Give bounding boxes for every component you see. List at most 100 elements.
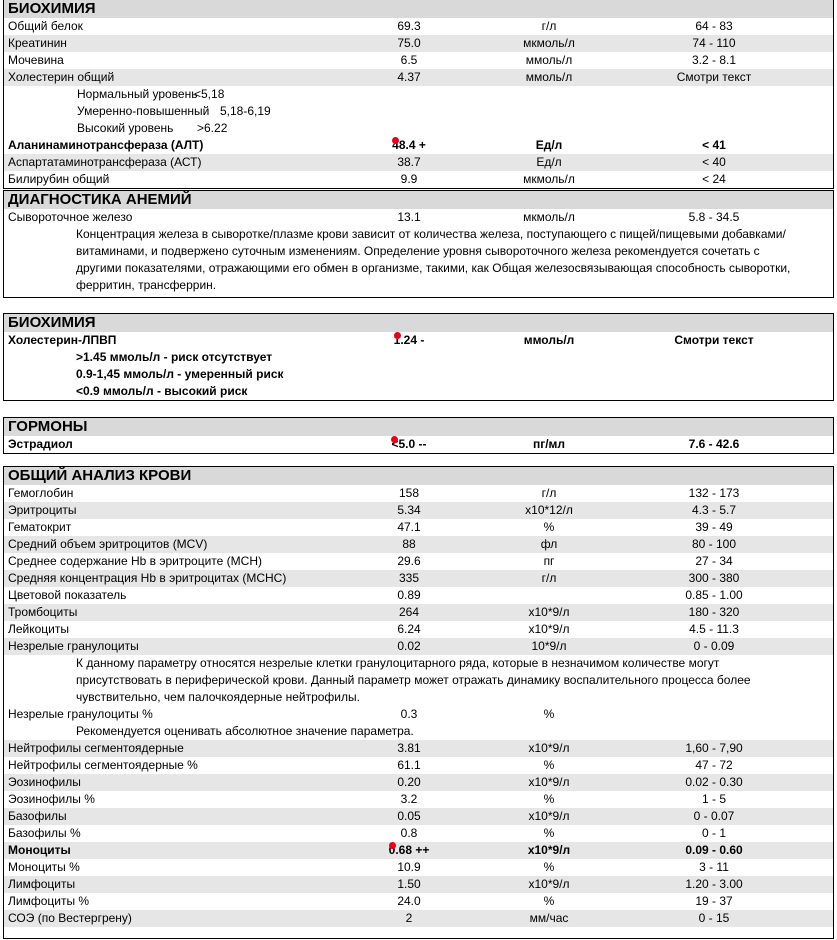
test-value: 0.89 [344,587,474,604]
value-text: 6.5 [400,53,418,67]
value-text: 3.2 [400,792,418,806]
test-unit: пг [543,554,555,568]
threshold-row: Нормальный уровень <5,18 [4,86,833,103]
test-name: Эритроциты [8,503,77,517]
section-0: БИОХИМИЯ Общий белок 69.3 г/л 64 - 83 Креатин… [3,0,834,189]
value-text: 0.89 [397,588,421,602]
result-row: СОЭ (по Вестергрену) 2 мм/час 0 - 15 [4,910,833,927]
value-text: 2 [405,911,413,925]
test-value: 264 [344,604,474,621]
result-row: Аспартатаминотрансфераза (АСТ) 38.7 Ед/л < … [4,154,833,171]
reference-range: 74 - 110 [692,36,736,50]
test-name: Средняя концентрация Hb в эритроцитах (M… [8,571,287,585]
result-row: Базофилы 0.05 x10*9/л 0 - 0.07 [4,808,833,825]
test-value: 1.24 - [344,332,474,349]
test-value: 5.34 [344,502,474,519]
test-value: <5.0 -- [344,436,474,453]
result-row: Общий белок 69.3 г/л 64 - 83 [4,18,833,35]
test-value: 0.3 [344,706,474,723]
reference-range: 4.3 - 5.7 [691,503,737,517]
result-row: Эстрадиол <5.0 -- пг/мл 7.6 - 42.6 [4,436,833,453]
test-value: 0.02 [344,638,474,655]
value-text: 13.1 [397,210,421,224]
test-value: 158 [344,485,474,502]
value-text: 88 [402,537,416,551]
result-row: Моноциты 0.68 ++ x10*9/л 0.09 - 0.60 [4,842,833,859]
test-unit: % [543,826,555,840]
test-unit: x10*9/л [528,877,570,891]
test-value: 61.1 [344,757,474,774]
test-name: Средний объем эритроцитов (MCV) [8,537,208,551]
reference-range: Смотри текст [674,333,754,347]
test-name: Холестерин общий [8,70,115,84]
test-value: 0.8 [344,825,474,842]
result-row: Креатинин 75.0 мкмоль/л 74 - 110 [4,35,833,52]
test-name: Эстрадиол [8,437,73,451]
test-unit: мкмоль/л [523,210,575,224]
result-row: Средняя концентрация Hb в эритроцитах (M… [4,570,833,587]
value-text: 0.3 [400,707,418,721]
value-text: 29.6 [397,554,421,568]
test-name: Моноциты % [8,860,80,874]
threshold-label: Умеренно-повышенный [77,104,210,118]
test-unit: % [543,758,555,772]
value-text: 75.0 [397,36,421,50]
value-text: 3.81 [397,741,421,755]
test-unit: г/л [541,19,557,33]
test-name: Тромбоциты [8,605,78,619]
test-name: Среднее содержание Hb в эритроците (MCH) [8,554,262,568]
section-title: БИОХИМИЯ [4,314,833,332]
reference-range: Смотри текст [676,70,752,84]
reference-range: 0.02 - 0.30 [685,775,743,789]
reference-range: 3.2 - 8.1 [691,53,737,67]
test-unit: % [543,860,555,874]
value-text: 0.05 [397,809,421,823]
test-unit: % [543,792,555,806]
section-title: ДИАГНОСТИКА АНЕМИЙ [4,191,833,209]
reference-range: < 41 [702,138,726,152]
test-unit: г/л [541,486,557,500]
test-value: 88 [344,536,474,553]
test-unit: Ед/л [535,138,563,152]
test-name: Аланинаминотрансфераза (АЛТ) [8,138,204,152]
section-title: БИОХИМИЯ [4,0,833,18]
test-name: Холестерин-ЛПВП [8,333,117,347]
section-title: ГОРМОНЫ [4,418,833,436]
reference-range: 5.8 - 34.5 [688,210,740,224]
reference-range: 80 - 100 [691,537,737,551]
value-text: 264 [398,605,420,619]
test-unit: x10*9/л [528,622,570,636]
test-value: 47.1 [344,519,474,536]
test-unit: фл [540,537,558,551]
result-row: Моноциты % 10.9% 3 - 11 [4,859,833,876]
value-text: 1.50 [397,877,421,891]
test-value: 13.1 [344,209,474,226]
test-name: Эозинофилы [8,775,81,789]
reference-range: 132 - 173 [688,486,740,500]
note-text: К данному параметру относятся незрелые к… [76,656,751,704]
section-3: ГОРМОНЫ Эстрадиол <5.0 -- пг/мл 7.6 - 42.6 [3,417,834,454]
reference-range: 0 - 1 [701,826,726,840]
test-value: 3.2 [344,791,474,808]
reference-range: 0 - 0.07 [693,809,735,823]
test-unit: мкмоль/л [523,172,575,186]
result-row: Холестерин-ЛПВП 1.24 - ммоль/л Смотри текст [4,332,833,349]
result-row: Гематокрит 47.1% 39 - 49 [4,519,833,536]
test-value: 4.37 [344,69,474,86]
test-value: 0.68 ++ [344,842,474,859]
result-row: Эритроциты 5.34 x10*12/л 4.3 - 5.7 [4,502,833,519]
threshold-row: Высокий уровень >6.22 [4,120,833,137]
reference-range: 0.09 - 0.60 [685,843,743,857]
test-unit: 10*9/л [531,639,567,653]
test-name: Эозинофилы % [8,792,95,806]
reference-range: 0.85 - 1.00 [685,588,743,602]
test-name: Креатинин [8,36,67,50]
test-name: Базофилы [8,809,67,823]
note-text: 0.9-1,45 ммоль/л - умеренный риск [76,367,284,381]
note-text: <0.9 ммоль/л - высокий риск [76,384,248,398]
test-value: 3.81 [344,740,474,757]
reference-range: 47 - 72 [695,758,733,772]
abnormal-flag-icon [393,332,401,339]
reference-range: 27 - 34 [695,554,733,568]
reference-range: 7.6 - 42.6 [688,437,740,451]
